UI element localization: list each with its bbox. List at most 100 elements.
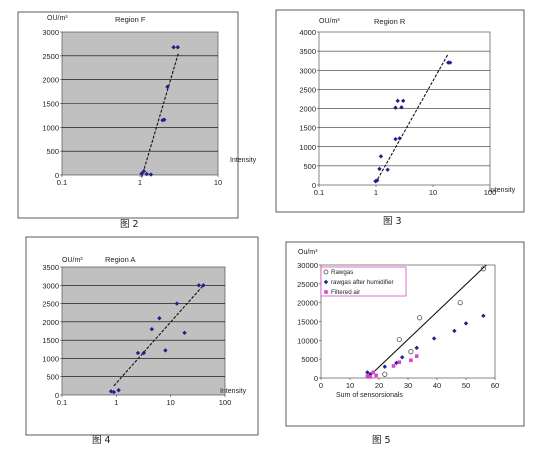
x-axis-label: Sum of sensorsionals bbox=[336, 392, 403, 399]
y-tick-label: 20000 bbox=[297, 299, 318, 308]
chart-title: Region A bbox=[105, 255, 135, 264]
chart-panel-fig5: 0 5000 10000 15000 20000 25000 30000 0 10 20 30 40 5… bbox=[266, 225, 533, 450]
y-tick-label: 2000 bbox=[299, 105, 316, 114]
y-tick-label: 1000 bbox=[42, 354, 59, 363]
x-axis-label: Intensity bbox=[230, 157, 257, 164]
data-point bbox=[171, 45, 176, 50]
data-point-filtered-air bbox=[391, 364, 396, 368]
data-point-humidifier bbox=[452, 328, 457, 334]
x-tick-label: 0.1 bbox=[57, 178, 67, 187]
data-point bbox=[182, 330, 187, 336]
data-point-filtered-air bbox=[368, 375, 373, 379]
data-point bbox=[397, 136, 402, 141]
x-tick-label: 1 bbox=[114, 398, 118, 407]
legend-marker-filtered-air bbox=[324, 290, 328, 294]
y-tick-label: 0 bbox=[312, 181, 316, 190]
legend-box bbox=[320, 266, 407, 297]
y-tick-label: 15000 bbox=[297, 318, 318, 327]
y-tick-label: 0 bbox=[55, 391, 59, 400]
data-point-filtered-air bbox=[365, 374, 370, 378]
data-point bbox=[141, 350, 146, 356]
x-tick-label: 10 bbox=[429, 188, 437, 197]
y-tick-label: 1000 bbox=[42, 123, 59, 132]
y-axis-label: OU/m³ bbox=[47, 15, 68, 22]
x-tick-label: 1 bbox=[138, 178, 142, 187]
data-point-rawgas bbox=[408, 349, 414, 355]
x-tick-label: 10 bbox=[166, 398, 174, 407]
data-point-humidifier bbox=[414, 345, 419, 351]
caption-fig4: 图 4 bbox=[92, 435, 111, 446]
x-tick-label: 40 bbox=[433, 381, 441, 390]
data-point-humidifier bbox=[368, 372, 373, 377]
x-tick-label: 100 bbox=[219, 398, 232, 407]
y-tick-label: 3500 bbox=[42, 263, 59, 272]
data-point-rawgas bbox=[417, 315, 423, 321]
data-point-humidifier bbox=[431, 336, 437, 341]
y-tick-label: 30000 bbox=[297, 261, 318, 270]
data-point bbox=[141, 168, 147, 174]
chart-fig4: 0 500 1000 1500 2000 2500 3000 3500 0.1 1 10 100 Reg… bbox=[25, 236, 259, 436]
x-tick-label: 1 bbox=[374, 188, 378, 197]
x-axis-label: Intensity bbox=[220, 388, 247, 395]
data-point bbox=[135, 350, 141, 356]
data-point-filtered-air bbox=[397, 360, 402, 364]
x-axis-label: Intensity bbox=[489, 187, 516, 194]
x-tick-label: 50 bbox=[462, 381, 470, 390]
chart-panel-fig4: 0 500 1000 1500 2000 2500 3000 3500 0.1 1 10 100 Reg… bbox=[0, 225, 266, 450]
y-tick-label: 10000 bbox=[297, 336, 318, 345]
data-point-filtered-air bbox=[371, 370, 375, 375]
data-point bbox=[165, 84, 170, 90]
data-point bbox=[393, 136, 398, 142]
data-point-humidifier bbox=[481, 313, 486, 319]
x-tick-label: 100 bbox=[484, 188, 497, 197]
legend-label: Rawgas bbox=[331, 269, 353, 276]
legend-label: rawgas after humidifier bbox=[331, 279, 394, 286]
data-point bbox=[139, 171, 144, 176]
x-tick-label: 60 bbox=[491, 381, 499, 390]
data-point bbox=[196, 283, 202, 288]
legend-marker-rawgas bbox=[323, 269, 329, 275]
x-tick-label: 0.1 bbox=[57, 398, 67, 407]
y-tick-label: 0 bbox=[55, 171, 59, 180]
trend-line bbox=[141, 53, 179, 178]
data-point bbox=[111, 389, 117, 395]
y-tick-label: 2500 bbox=[42, 300, 59, 309]
y-tick-label: 3500 bbox=[299, 47, 316, 56]
data-point bbox=[144, 171, 149, 177]
data-point bbox=[162, 117, 167, 122]
y-axis-label: Ou/m³ bbox=[298, 249, 318, 256]
data-point bbox=[116, 388, 121, 393]
y-tick-label: 1000 bbox=[299, 143, 316, 152]
chart-title: Region R bbox=[374, 17, 406, 26]
legend-marker-humidifier bbox=[323, 279, 329, 285]
chart-fig3: 0 500 1000 1500 2000 2500 3000 3500 4000 0.1 1 10 10… bbox=[275, 9, 525, 213]
data-point-filtered-air bbox=[409, 358, 413, 363]
data-point-filtered-air bbox=[374, 373, 378, 378]
data-point bbox=[201, 283, 206, 288]
chart-fig2: 0 500 1000 1500 2000 2500 3000 0.1 1 10 Region F OU… bbox=[17, 11, 257, 219]
y-axis-label: OU/m³ bbox=[62, 257, 83, 264]
data-point-rawgas bbox=[396, 336, 402, 343]
y-tick-label: 500 bbox=[303, 162, 316, 171]
chart-panel-fig2: 0 500 1000 1500 2000 2500 3000 0.1 1 10 Region F OU… bbox=[0, 0, 266, 225]
trend-line bbox=[375, 54, 449, 184]
data-point bbox=[174, 301, 180, 306]
data-point-humidifier bbox=[382, 364, 387, 369]
y-tick-label: 2000 bbox=[42, 318, 59, 327]
caption-fig2: 图 2 bbox=[120, 219, 139, 230]
y-tick-label: 3000 bbox=[299, 66, 316, 75]
y-tick-label: 2500 bbox=[42, 52, 59, 61]
y-tick-label: 2500 bbox=[299, 85, 316, 94]
data-point-rawgas bbox=[457, 300, 463, 306]
x-tick-label: 20 bbox=[375, 381, 383, 390]
y-tick-label: 3000 bbox=[42, 28, 59, 37]
data-point bbox=[149, 326, 155, 332]
y-tick-label: 1500 bbox=[42, 336, 59, 345]
data-point bbox=[175, 45, 180, 50]
y-tick-label: 1500 bbox=[299, 124, 316, 133]
data-point bbox=[393, 105, 398, 110]
chart-panel-fig3: 0 500 1000 1500 2000 2500 3000 3500 4000 0.1 1 10 10… bbox=[266, 0, 533, 225]
x-tick-label: 0 bbox=[319, 381, 323, 390]
caption-fig5: 图 5 bbox=[372, 435, 391, 446]
x-tick-label: 0.1 bbox=[314, 188, 324, 197]
